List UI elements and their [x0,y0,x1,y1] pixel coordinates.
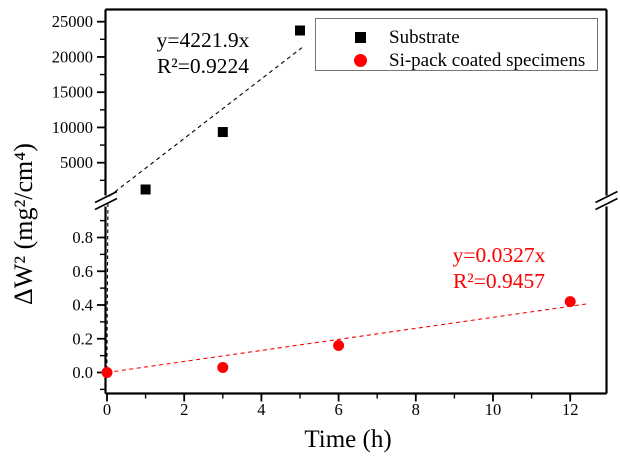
y-lower-tick-label: 0.0 [72,363,93,382]
coated-data-point [333,340,345,351]
x-tick-label: 4 [257,400,265,419]
substrate-data-point [295,25,305,36]
y-upper-tick-label: 5000 [60,153,93,172]
x-tick-label: 8 [412,400,420,419]
axis-break-icon [595,197,618,211]
coated-fit-annotation: y=0.0327x R²=0.9457 [447,242,551,294]
legend-label-coated: Si-pack coated specimens [389,49,586,71]
coated-data-point [101,367,113,378]
y-lower-tick-label: 0.8 [72,228,93,247]
x-tick-label: 2 [180,400,188,419]
coated-data-point [217,361,229,373]
x-tick-label: 12 [562,400,579,419]
substrate-fit-line-lower [106,203,109,369]
legend-label-substrate: Substrate [389,26,460,48]
legend-item-substrate: Substrate [316,26,597,49]
x-tick-label: 10 [485,400,502,419]
substrate-fit-r2: R²=0.9224 [156,54,250,78]
substrate-data-point [217,127,228,138]
y-lower-tick-label: 0.2 [72,329,93,348]
substrate-fit-equation: y=4221.9x [156,28,250,52]
substrate-fit-line [108,47,303,197]
coated-fit-r2: R²=0.9457 [452,269,546,293]
y-axis-title: ΔW² (mg²/cm⁴) [9,143,38,305]
x-tick-label: 0 [103,400,111,419]
y-upper-tick-label: 15000 [52,83,93,102]
substrate-data-point [140,184,151,195]
axis-break-icon [94,197,118,211]
axis-break-icon [94,190,118,204]
substrate-fit-annotation: y=4221.9x R²=0.9224 [151,27,255,79]
y-upper-tick-label: 10000 [52,118,93,137]
coated-circle-marker-icon [354,54,367,67]
y-lower-tick-label: 0.6 [72,262,93,281]
x-axis-title: Time (h) [304,426,392,453]
coated-fit-line [106,303,589,374]
y-lower-tick-label: 0.4 [72,296,93,315]
substrate-square-marker-icon [355,32,366,43]
coated-data-point [564,296,576,308]
legend-item-coated: Si-pack coated specimens [316,49,597,72]
coated-fit-equation: y=0.0327x [452,243,546,267]
y-upper-tick-label: 25000 [52,12,93,31]
x-tick-label: 6 [334,400,342,419]
axis-break-icon [595,190,618,204]
y-upper-tick-label: 20000 [52,47,93,66]
legend: Substrate Si-pack coated specimens [315,18,598,71]
